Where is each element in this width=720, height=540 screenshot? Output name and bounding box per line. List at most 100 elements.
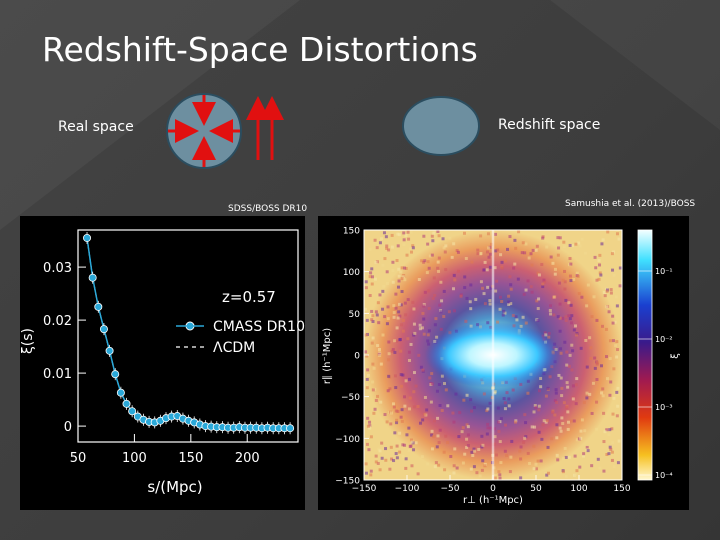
noise-cell <box>521 315 525 319</box>
noise-cell <box>553 267 557 271</box>
legend-label-lcdm: ΛCDM <box>213 340 255 356</box>
noise-cell <box>519 476 523 480</box>
noise-cell <box>401 275 405 279</box>
noise-cell <box>540 437 544 441</box>
noise-cell <box>522 292 526 296</box>
colorbar-tick-label: 10⁻¹ <box>655 267 673 276</box>
noise-cell <box>605 452 609 456</box>
noise-cell <box>369 473 373 477</box>
noise-cell <box>493 474 497 478</box>
noise-cell <box>579 436 583 440</box>
noise-cell <box>516 277 520 281</box>
noise-cell <box>494 453 498 457</box>
noise-cell <box>463 452 467 456</box>
noise-cell <box>375 246 379 250</box>
noise-cell <box>570 368 574 372</box>
noise-cell <box>475 471 479 475</box>
noise-cell <box>604 327 608 331</box>
noise-cell <box>436 230 440 234</box>
noise-cell <box>388 387 392 391</box>
noise-cell <box>595 318 599 322</box>
noise-cell <box>407 448 411 452</box>
noise-cell <box>607 452 611 456</box>
noise-cell <box>541 282 545 286</box>
noise-cell <box>595 427 599 431</box>
noise-cell <box>401 443 405 447</box>
noise-cell <box>577 292 581 296</box>
noise-cell <box>472 406 476 410</box>
noise-cell <box>616 348 620 352</box>
noise-cell <box>411 300 415 304</box>
x-tick-label: 0 <box>490 484 496 494</box>
noise-cell <box>442 289 446 293</box>
noise-cell <box>476 252 480 256</box>
noise-cell <box>404 457 408 461</box>
noise-cell <box>568 243 572 247</box>
noise-cell <box>498 295 502 299</box>
noise-cell <box>565 363 569 367</box>
noise-cell <box>524 288 528 292</box>
noise-cell <box>552 313 556 317</box>
data-point <box>116 388 125 397</box>
noise-cell <box>366 416 370 420</box>
noise-cell <box>402 243 406 247</box>
noise-cell <box>408 396 412 400</box>
noise-cell <box>488 426 492 430</box>
noise-cell <box>393 374 397 378</box>
noise-cell <box>403 301 407 305</box>
noise-cell <box>407 358 411 362</box>
noise-cell <box>534 406 538 410</box>
noise-cell <box>597 258 601 262</box>
noise-cell <box>593 356 597 360</box>
noise-cell <box>391 402 395 406</box>
noise-cell <box>509 283 513 287</box>
noise-cell <box>449 455 453 459</box>
noise-cell <box>364 280 368 284</box>
noise-cell <box>434 461 438 465</box>
noise-cell <box>397 267 401 271</box>
noise-cell <box>426 242 430 246</box>
noise-cell <box>588 392 592 396</box>
noise-cell <box>451 411 455 415</box>
noise-cell <box>368 313 372 317</box>
noise-cell <box>536 271 540 275</box>
noise-cell <box>560 394 564 398</box>
noise-cell <box>515 318 519 322</box>
noise-cell <box>499 417 503 421</box>
noise-cell <box>524 321 528 325</box>
noise-cell <box>571 384 575 388</box>
noise-cell <box>384 235 388 239</box>
noise-cell <box>574 402 578 406</box>
noise-cell <box>543 471 547 475</box>
y-tick-label: 0 <box>354 352 360 362</box>
noise-cell <box>392 315 396 319</box>
noise-cell <box>384 458 388 462</box>
noise-cell <box>527 256 531 260</box>
noise-cell <box>589 356 593 360</box>
correlation-function-chart: 0 0.01 0.02 0.03 50 100 150 200 z=0.57 CMASS D… <box>20 216 305 510</box>
noise-cell <box>374 454 378 458</box>
noise-cell <box>618 233 622 237</box>
noise-cell <box>430 447 434 451</box>
noise-cell <box>498 440 502 444</box>
noise-cell <box>598 466 602 470</box>
noise-cell <box>543 331 547 335</box>
noise-cell <box>548 375 552 379</box>
data-point <box>88 273 97 282</box>
redshift-annotation: z=0.57 <box>222 288 276 306</box>
noise-cell <box>399 303 403 307</box>
noise-cell <box>567 314 571 318</box>
noise-cell <box>430 253 434 257</box>
noise-cell <box>562 240 566 244</box>
noise-cell <box>481 459 485 463</box>
noise-cell <box>389 411 393 415</box>
noise-cell <box>452 309 456 313</box>
noise-cell <box>392 304 396 308</box>
noise-cell <box>530 263 534 267</box>
noise-cell <box>394 292 398 296</box>
noise-cell <box>433 323 437 327</box>
noise-cell <box>503 401 507 405</box>
noise-cell <box>389 422 393 426</box>
noise-cell <box>609 291 613 295</box>
noise-cell <box>553 399 557 403</box>
